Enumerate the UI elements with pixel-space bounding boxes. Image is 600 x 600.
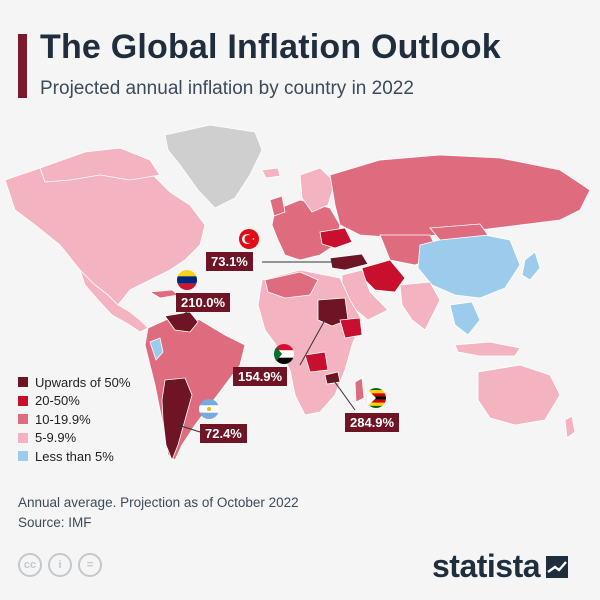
- sudan-region: [317, 297, 349, 327]
- legend-label: Upwards of 50%: [35, 374, 131, 390]
- title-accent-bar: [18, 34, 27, 98]
- world-inflation-map: [4, 124, 591, 462]
- legend-swatch: [18, 432, 28, 443]
- india-region: [399, 281, 441, 331]
- zimbabwe-value-label: 284.9%: [345, 413, 400, 432]
- ukraine-region: [319, 227, 353, 249]
- north-africa-region: [264, 271, 319, 299]
- argentina-callout: 72.4%: [199, 399, 247, 443]
- venezuela-flag-icon: [177, 270, 197, 290]
- brand-wordmark: statista: [432, 548, 541, 584]
- page-title: The Global Inflation Outlook: [40, 28, 501, 66]
- argentina-region: [161, 377, 193, 462]
- turkey-flag-icon: [239, 229, 259, 249]
- zimbabwe-flag-icon: [366, 388, 386, 408]
- iceland-region: [261, 167, 281, 179]
- ethiopia-region: [339, 317, 363, 339]
- mongolia-region: [429, 223, 489, 241]
- statista-logo[interactable]: statista: [432, 548, 569, 585]
- map-legend: Upwards of 50% 20-50% 10-19.9% 5-9.9% Le…: [18, 373, 130, 466]
- venezuela-callout: 210.0%: [176, 270, 231, 312]
- southeast-asia-region: [449, 301, 481, 336]
- legend-swatch: [18, 414, 28, 425]
- legend-swatch: [18, 377, 28, 388]
- cc-license-icon[interactable]: cc: [18, 553, 42, 577]
- turkey-value-label: 73.1%: [206, 252, 253, 271]
- indonesia-region: [454, 341, 521, 357]
- venezuela-value-label: 210.0%: [176, 293, 231, 312]
- legend-item-20-50: 20-50%: [18, 392, 130, 411]
- sudan-callout: 154.9%: [233, 344, 294, 386]
- sudan-value-label: 154.9%: [233, 367, 288, 386]
- japan-region: [521, 251, 541, 281]
- source-note: Source: IMF: [18, 515, 92, 530]
- legend-label: Less than 5%: [35, 448, 114, 464]
- no-derivatives-icon[interactable]: =: [78, 553, 102, 577]
- legend-label: 20-50%: [35, 393, 80, 409]
- china-region: [417, 231, 521, 299]
- canada-region: [39, 147, 161, 183]
- argentina-value-label: 72.4%: [200, 424, 247, 443]
- legend-item-10-19: 10-19.9%: [18, 410, 130, 429]
- zimbabwe-leader: [331, 377, 356, 411]
- new-zealand-region: [564, 415, 576, 439]
- legend-item-upwards-50: Upwards of 50%: [18, 373, 130, 392]
- legend-item-lt5: Less than 5%: [18, 447, 130, 466]
- sudan-flag-icon: [274, 344, 294, 364]
- argentina-flag-icon: [199, 399, 219, 419]
- legend-item-5-9: 5-9.9%: [18, 429, 130, 448]
- statista-logo-icon: [546, 555, 569, 578]
- legend-label: 5-9.9%: [35, 430, 77, 446]
- scandinavia-region: [299, 167, 336, 213]
- license-icons: cc i =: [18, 553, 102, 577]
- madagascar-region: [354, 377, 365, 403]
- footnote: Annual average. Projection as of October…: [18, 495, 299, 510]
- legend-swatch: [18, 395, 28, 406]
- angola-region: [304, 351, 329, 373]
- legend-label: 10-19.9%: [35, 411, 91, 427]
- greenland-region: [164, 124, 263, 209]
- page-subtitle: Projected annual inflation by country in…: [40, 78, 414, 99]
- australia-region: [477, 364, 561, 426]
- caribbean-region: [148, 289, 179, 299]
- turkey-region: [329, 253, 369, 271]
- turkey-callout: 73.1%: [206, 229, 259, 271]
- attribution-icon[interactable]: i: [48, 553, 72, 577]
- russia-region: [329, 154, 591, 239]
- sudan-leader: [299, 319, 326, 366]
- argentina-leader: [177, 424, 201, 433]
- north-america-region: [4, 157, 206, 306]
- legend-swatch: [18, 451, 28, 462]
- uk-region: [269, 195, 286, 217]
- zimbabwe-callout: 284.9%: [345, 388, 400, 432]
- peru-region: [149, 337, 164, 361]
